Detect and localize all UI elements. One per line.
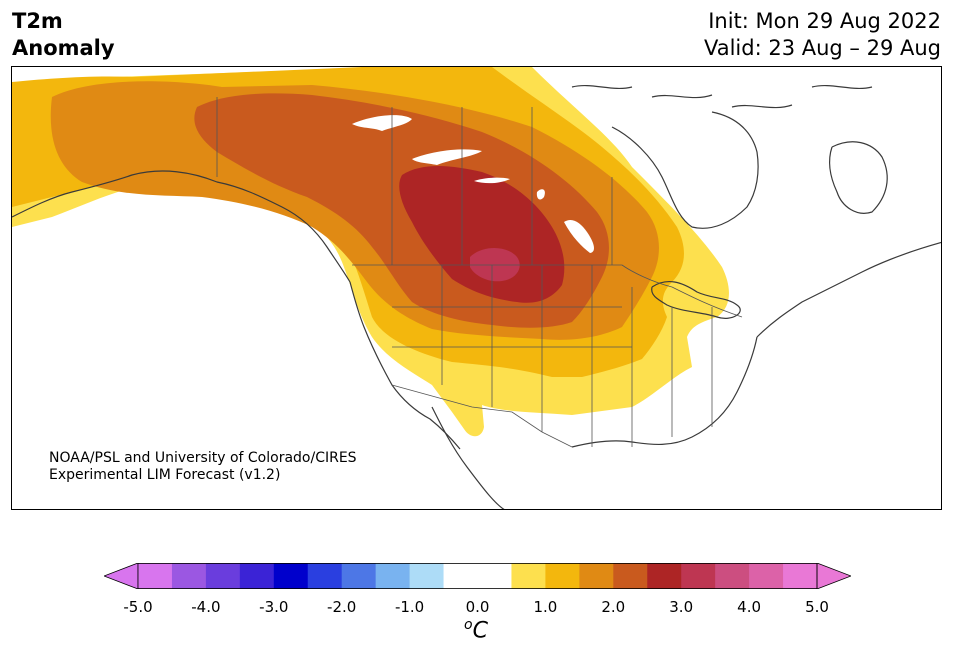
map-canvas bbox=[12, 67, 941, 509]
colorbar-swatch bbox=[511, 563, 546, 589]
title-line-2: Anomaly bbox=[12, 36, 115, 60]
pacific-coast bbox=[349, 281, 461, 450]
colorbar-tick-label: -3.0 bbox=[259, 598, 289, 616]
colorbar-swatch bbox=[307, 563, 343, 589]
credit-line-1: NOAA/PSL and University of Colorado/CIRE… bbox=[49, 450, 357, 466]
init-date: Init: Mon 29 Aug 2022 bbox=[708, 9, 941, 33]
colorbar bbox=[104, 563, 851, 589]
us-canada-border bbox=[352, 264, 743, 318]
title-line-1: T2m bbox=[12, 9, 63, 33]
colorbar-tick-label: 2.0 bbox=[601, 598, 626, 616]
arctic-islands bbox=[571, 84, 873, 109]
state-lines bbox=[392, 265, 713, 447]
colorbar-swatch bbox=[273, 563, 309, 589]
colorbar-border bbox=[137, 563, 818, 589]
great-lakes bbox=[651, 280, 741, 319]
colorbar-swatch bbox=[681, 563, 716, 589]
colorbar-tick-label: -5.0 bbox=[123, 598, 153, 616]
unit-degree: o bbox=[464, 617, 473, 633]
colorbar-swatch bbox=[205, 563, 241, 589]
colorbar-swatch bbox=[375, 563, 411, 589]
anomaly-contours bbox=[12, 67, 729, 437]
colorbar-swatch bbox=[749, 563, 784, 589]
colorbar-swatch bbox=[715, 563, 750, 589]
colorbar-swatch bbox=[239, 563, 275, 589]
colorbar-tick-label: -4.0 bbox=[191, 598, 221, 616]
colorbar-swatch bbox=[138, 563, 173, 589]
reindeer-lake bbox=[536, 189, 545, 200]
colorbar-extend-high bbox=[816, 563, 851, 589]
colorbar-tick-label: -1.0 bbox=[394, 598, 425, 616]
colorbar-tick-label: 5.0 bbox=[805, 598, 829, 616]
atlantic-coast bbox=[756, 241, 941, 338]
baja-coast bbox=[431, 406, 505, 509]
anomaly-map bbox=[11, 66, 942, 510]
map-title: T2m Anomaly bbox=[12, 8, 115, 62]
colorbar-swatch bbox=[545, 563, 580, 589]
valid-range: Valid: 23 Aug – 29 Aug bbox=[703, 36, 941, 60]
gulf-coast bbox=[571, 336, 758, 448]
coastlines bbox=[12, 84, 941, 509]
colorbar-tick-label: -2.0 bbox=[327, 598, 357, 616]
political-borders bbox=[216, 97, 743, 448]
great-bear-lake bbox=[352, 115, 412, 131]
colorbar-tick-label: 4.0 bbox=[737, 598, 762, 616]
hudson-bay bbox=[611, 111, 759, 229]
unit-label: oC bbox=[464, 617, 488, 643]
contour-2p5 bbox=[399, 166, 565, 303]
forecast-dates: Init: Mon 29 Aug 2022 Valid: 23 Aug – 29… bbox=[704, 8, 941, 62]
credit-line-2: Experimental LIM Forecast (v1.2) bbox=[49, 467, 281, 483]
colorbar-swatch bbox=[477, 563, 512, 589]
credit-text: NOAA/PSL and University of Colorado/CIRE… bbox=[49, 450, 357, 484]
colorbar-swatch bbox=[341, 563, 377, 589]
colorbar-tick-label: 3.0 bbox=[669, 598, 694, 616]
colorbar-extend-low bbox=[104, 563, 139, 589]
colorbar-tick-label: 0.0 bbox=[465, 598, 490, 616]
great-slave-lake bbox=[412, 149, 482, 165]
colorbar-swatch bbox=[783, 563, 818, 589]
colorbar-tick-label: 1.0 bbox=[533, 598, 558, 616]
province-lines bbox=[391, 107, 613, 265]
colorbar-swatch bbox=[613, 563, 648, 589]
us-mexico-border bbox=[391, 384, 573, 448]
colorbar-swatch bbox=[443, 563, 478, 589]
lake-winnipeg bbox=[564, 220, 594, 253]
colorbar-swatch bbox=[409, 563, 445, 589]
greenland bbox=[828, 141, 888, 214]
colorbar-swatch bbox=[579, 563, 614, 589]
colorbar-swatch bbox=[647, 563, 682, 589]
lake-athabasca bbox=[474, 177, 510, 184]
lakes bbox=[352, 115, 594, 253]
alaska-coast bbox=[12, 170, 351, 283]
colorbar-swatch bbox=[171, 563, 207, 589]
unit-celsius: C bbox=[472, 618, 488, 644]
